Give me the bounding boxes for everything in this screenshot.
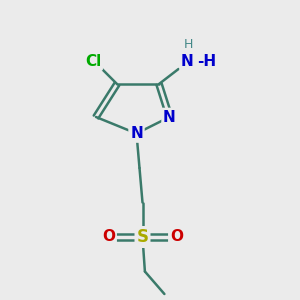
Text: N: N [130, 126, 143, 141]
Text: -H: -H [197, 54, 217, 69]
Text: O: O [170, 230, 183, 244]
Text: S: S [136, 228, 148, 246]
Text: O: O [102, 230, 115, 244]
Text: N: N [181, 54, 194, 69]
Text: H: H [184, 38, 193, 52]
Text: N: N [163, 110, 176, 124]
Text: Cl: Cl [85, 54, 101, 69]
